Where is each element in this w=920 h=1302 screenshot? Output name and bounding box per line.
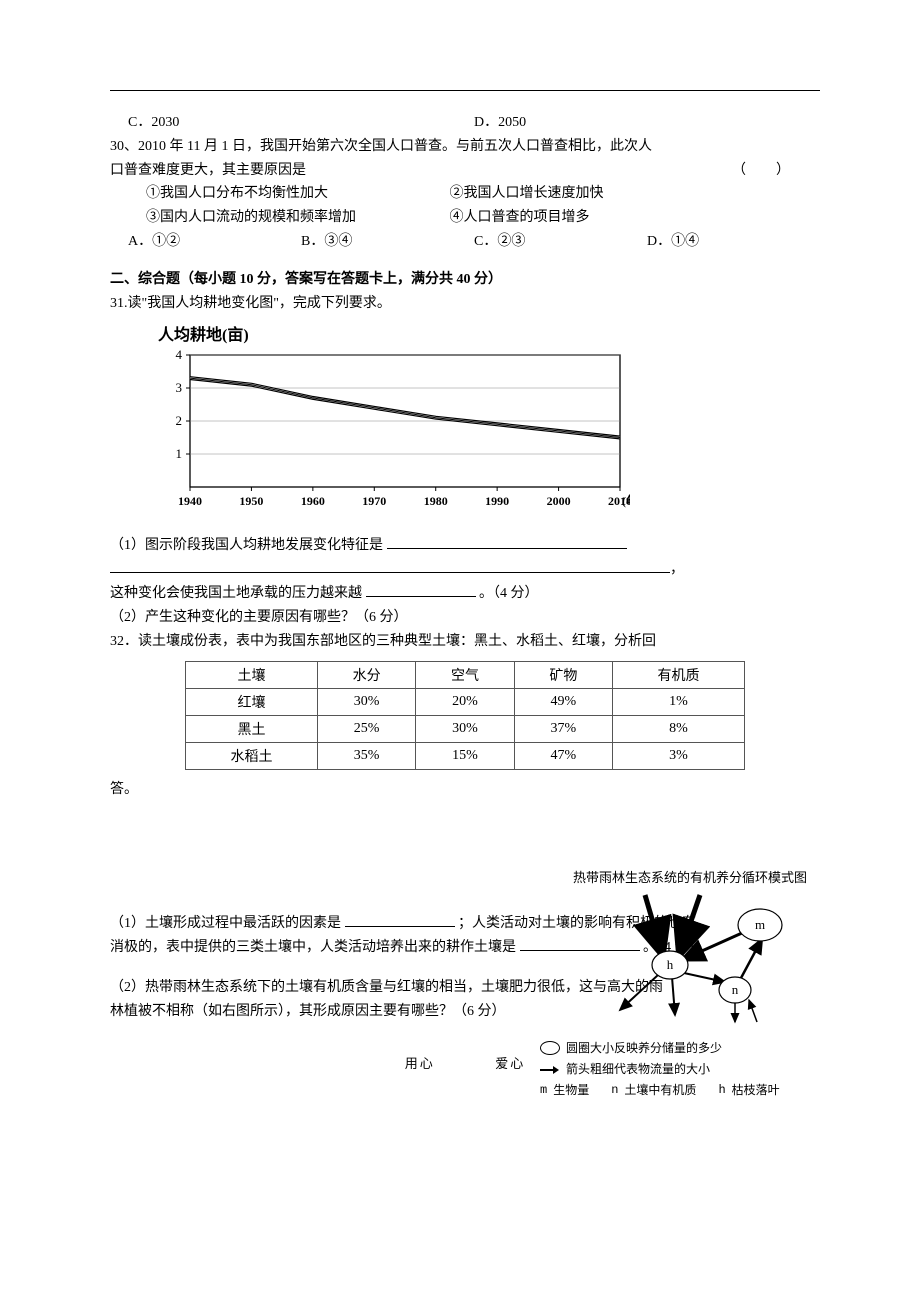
svg-text:2: 2 xyxy=(176,413,183,428)
soil-cell-0-3: 49% xyxy=(514,689,612,716)
soil-cell-2-4: 3% xyxy=(613,743,745,770)
q30-s3: ③国内人口流动的规模和频率增加 xyxy=(146,206,446,230)
q30-opt-c[interactable]: C．②③ xyxy=(474,230,647,254)
soil-cell-2-1: 35% xyxy=(317,743,415,770)
q30-statements-row1: ①我国人口分布不均衡性加大 ②我国人口增长速度加快 xyxy=(110,182,820,206)
q30-statements-row2: ③国内人口流动的规模和频率增加 ④人口普查的项目增多 xyxy=(110,206,820,230)
svg-text:1970: 1970 xyxy=(362,494,386,508)
soil-cell-0-4: 1% xyxy=(613,689,745,716)
soil-cell-2-2: 15% xyxy=(416,743,514,770)
q31-chart: 人均耕地(亩) 1 2 3 4 1940 1950 1960 1970 1980 1990 2000… xyxy=(150,321,820,520)
table-row: 水稻土35%15%47%3% xyxy=(186,743,745,770)
svg-text:n: n xyxy=(732,982,739,997)
soil-cell-2-0: 水稻土 xyxy=(186,743,318,770)
q30-s4: ④人口普查的项目增多 xyxy=(450,210,590,225)
legend-m: 生物量 xyxy=(553,1081,589,1100)
q31-blank1[interactable] xyxy=(387,535,627,549)
section2-heading: 二、综合题（每小题 10 分，答案写在答题卡上，满分共 40 分） xyxy=(110,268,820,292)
q31-p1-line2: ， xyxy=(110,558,820,582)
soil-cell-0-1: 30% xyxy=(317,689,415,716)
soil-cell-0-0: 红壤 xyxy=(186,689,318,716)
svg-text:1: 1 xyxy=(176,446,183,461)
soil-cell-0-2: 20% xyxy=(416,689,514,716)
soil-cell-1-3: 37% xyxy=(514,716,612,743)
legend-n-sym: n xyxy=(611,1081,618,1100)
diagram-legend: 圆圈大小反映养分储量的多少 箭头粗细代表物流量的大小 m 生物量 n 土壤中有机… xyxy=(540,1039,840,1101)
diagram-title: 热带雨林生态系统的有机养分循环模式图 xyxy=(540,867,840,886)
table-row: 红壤30%20%49%1% xyxy=(186,689,745,716)
q30-s2: ②我国人口增长速度加快 xyxy=(450,186,604,201)
legend-ellipse-icon xyxy=(540,1041,560,1055)
svg-text:1950: 1950 xyxy=(239,494,263,508)
legend-h: 枯枝落叶 xyxy=(732,1081,780,1100)
q30-s1: ①我国人口分布不均衡性加大 xyxy=(146,182,446,206)
q32-p1a: （1）土壤形成过程中最活跃的因素是 xyxy=(110,916,341,931)
q32-p1c: 消极的，表中提供的三类土壤中，人类活动培养出来的耕作土壤是 xyxy=(110,940,516,955)
q31-stem: 31.读"我国人均耕地变化图"，完成下列要求。 xyxy=(110,292,820,316)
legend-n: 土壤中有机质 xyxy=(624,1081,696,1100)
q31-p1b: 这种变化会使我国土地承载的压力越来越 xyxy=(110,586,362,601)
svg-text:1960: 1960 xyxy=(301,494,325,508)
soil-cell-1-2: 30% xyxy=(416,716,514,743)
q31-blank3[interactable] xyxy=(366,583,476,597)
q30-opt-b[interactable]: B．③④ xyxy=(301,230,474,254)
legend-arrow-text: 箭头粗细代表物流量的大小 xyxy=(566,1060,710,1079)
svg-text:h: h xyxy=(667,957,674,972)
q30-stem-text: 口普查难度更大，其主要原因是 xyxy=(110,163,306,178)
legend-ellipse-text: 圆圈大小反映养分储量的多少 xyxy=(566,1039,722,1058)
q32-stem: 32．读土壤成份表，表中为我国东部地区的三种典型土壤：黑土、水稻土、红壤，分析回 xyxy=(110,630,820,654)
q30-opt-d[interactable]: D．①④ xyxy=(647,230,820,254)
svg-text:(年): (年) xyxy=(622,493,630,508)
q32-after-table: 答。 xyxy=(110,778,820,802)
legend-arrow-icon xyxy=(540,1065,560,1075)
soil-col-4: 有机质 xyxy=(613,662,745,689)
q32-table: 土壤水分空气矿物有机质 红壤30%20%49%1%黑土25%30%37%8%水稻… xyxy=(185,661,745,770)
q31-chart-svg: 123419401950196019701980199020002010(年) xyxy=(150,345,630,515)
svg-text:2000: 2000 xyxy=(547,494,571,508)
q-prev-options: C．2030 D．2050 xyxy=(110,111,820,135)
rainforest-diagram: 热带雨林生态系统的有机养分循环模式图 m n h 圆圈大小反映养分储量的多少 箭头粗… xyxy=(540,867,840,1103)
q30-stem-line1: 30、2010 年 11 月 1 日，我国开始第六次全国人口普查。与前五次人口普… xyxy=(110,135,820,159)
soil-col-0: 土壤 xyxy=(186,662,318,689)
soil-cell-2-3: 47% xyxy=(514,743,612,770)
svg-text:m: m xyxy=(755,917,765,932)
q31-chart-ytitle: 人均耕地(亩) xyxy=(158,321,820,345)
table-row: 黑土25%30%37%8% xyxy=(186,716,745,743)
legend-h-sym: h xyxy=(718,1081,725,1100)
opt-c: C．2030 xyxy=(128,111,474,135)
q31-p1c: 。（4 分） xyxy=(479,586,539,601)
top-rule xyxy=(110,90,820,91)
footer-b: 爱心 xyxy=(495,1056,525,1071)
q30-opt-a[interactable]: A．①② xyxy=(128,230,301,254)
footer-a: 用心 xyxy=(405,1056,435,1071)
soil-cell-1-0: 黑土 xyxy=(186,716,318,743)
q30-answer-paren[interactable]: （） xyxy=(732,159,820,183)
q30-stem-line2: 口普查难度更大，其主要原因是 （） xyxy=(110,159,820,183)
legend-m-sym: m xyxy=(540,1081,547,1100)
diagram-svg: m n h xyxy=(540,890,820,1030)
q32-blank1[interactable] xyxy=(345,913,455,927)
q31-p1a: （1）图示阶段我国人均耕地发展变化特征是 xyxy=(110,538,383,553)
soil-col-1: 水分 xyxy=(317,662,415,689)
soil-col-3: 矿物 xyxy=(514,662,612,689)
q31-p1-line3: 这种变化会使我国土地承载的压力越来越 。（4 分） xyxy=(110,582,820,606)
svg-text:1990: 1990 xyxy=(485,494,509,508)
soil-cell-1-1: 25% xyxy=(317,716,415,743)
q30-options: A．①② B．③④ C．②③ D．①④ xyxy=(110,230,820,254)
q31-p2: （2）产生这种变化的主要原因有哪些？（6 分） xyxy=(110,606,820,630)
q31-p1-line1: （1）图示阶段我国人均耕地发展变化特征是 xyxy=(110,534,820,558)
soil-cell-1-4: 8% xyxy=(613,716,745,743)
svg-text:3: 3 xyxy=(176,380,183,395)
svg-text:1980: 1980 xyxy=(424,494,448,508)
svg-text:1940: 1940 xyxy=(178,494,202,508)
q31-blank2[interactable] xyxy=(110,559,670,573)
soil-col-2: 空气 xyxy=(416,662,514,689)
svg-text:4: 4 xyxy=(176,347,183,362)
opt-d: D．2050 xyxy=(474,111,820,135)
